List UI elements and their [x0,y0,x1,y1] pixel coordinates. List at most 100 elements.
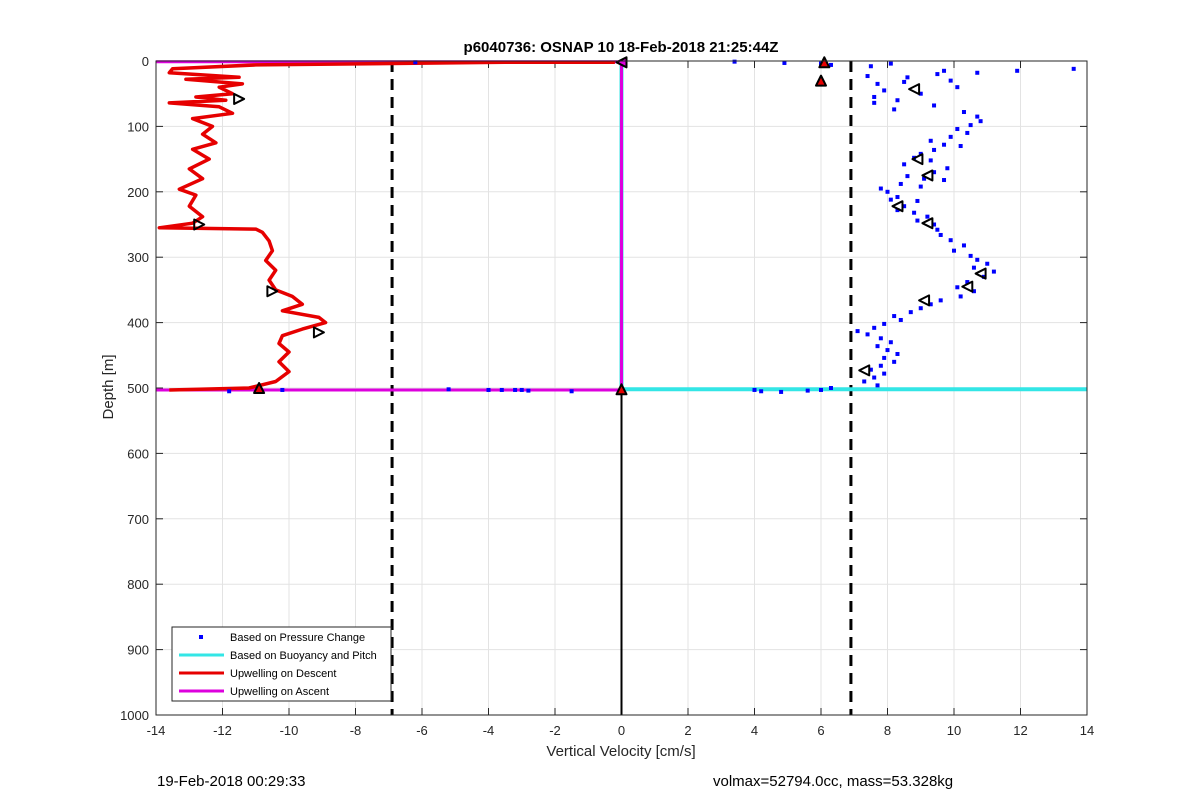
start-marker [815,74,827,87]
pressure-point [872,325,877,330]
pressure-point [955,85,960,90]
x-tick-label: -10 [280,723,299,738]
pressure-point [1015,68,1020,73]
pressure-point [446,387,451,392]
pressure-point [872,375,877,380]
y-tick-label: 500 [127,381,149,396]
pressure-point [892,314,897,319]
pressure-marker [908,83,921,96]
series-ascent-line [156,60,623,392]
x-tick-label: 0 [618,723,625,738]
pressure-point [779,389,784,394]
pressure-point [932,103,937,108]
pressure-point [932,170,937,175]
pressure-marker [911,153,924,166]
pressure-point [885,348,890,353]
pressure-point [513,387,518,392]
pressure-point [878,336,883,341]
pressure-point [569,389,574,394]
pressure-point [752,387,757,392]
descent-marker [266,285,279,298]
pressure-point [912,210,917,215]
pressure-point [938,298,943,303]
origin-marker [615,56,628,69]
x-tick-label: -4 [483,723,495,738]
y-tick-label: 100 [127,119,149,134]
pressure-point [948,78,953,83]
x-tick-label: 4 [751,723,758,738]
y-tick-label: 300 [127,250,149,265]
pressure-point [935,227,940,232]
pressure-marker [858,364,871,377]
pressure-point [732,59,737,64]
pressure-point [928,302,933,307]
x-tick-label: -2 [549,723,561,738]
pressure-point [908,310,913,315]
footer-volmax-mass: volmax=52794.0cc, mass=53.328kg [713,773,954,790]
pressure-point [819,387,823,392]
y-tick-label: 700 [127,512,149,527]
axis-ticks: -14 -12 -10 -8 -6 -4 -2 0 2 4 6 8 10 12 14 0 100 200 300 40… [120,54,1094,738]
pressure-point [227,389,232,394]
pressure-point [875,81,880,86]
pressure-point [935,72,940,77]
x-tick-label: 14 [1080,723,1094,738]
pressure-point [942,178,947,183]
pressure-point [922,176,927,181]
pressure-point [888,197,893,202]
pressure-point [878,363,883,368]
y-axis-label: Depth [m] [100,354,117,419]
pressure-point [915,218,920,223]
pressure-point [759,389,764,394]
y-tick-label: 400 [127,316,149,331]
descent-marker [233,92,246,105]
x-tick-label: 6 [817,723,824,738]
legend-label: Upwelling on Ascent [230,686,329,698]
pressure-point [888,61,893,66]
pressure-point [875,383,880,388]
pressure-point [868,367,873,372]
pressure-point [898,317,903,322]
pressure-point [945,166,950,171]
pressure-point [928,138,933,143]
pressure-point [898,181,903,186]
pressure-point [932,147,937,152]
pressure-marker [974,267,987,280]
pressure-point [865,332,870,337]
pressure-point [948,238,953,243]
pressure-point [905,75,910,80]
pressure-point [892,107,897,112]
x-tick-label: 8 [884,723,891,738]
x-tick-label: 2 [684,723,691,738]
pressure-point [918,91,923,96]
pressure-marker [961,280,974,293]
pressure-point [868,64,873,69]
start-marker [253,382,266,394]
pressure-marker [891,200,904,213]
pressure-point [902,79,907,84]
pressure-point [902,162,907,167]
pressure-point [519,387,524,392]
pressure-point [902,204,907,209]
pressure-point [872,94,877,99]
pressure-point [280,387,285,392]
pressure-point [978,119,983,124]
pressure-point [888,340,893,345]
x-tick-label: -14 [147,723,166,738]
legend-box [171,626,392,702]
pressure-point [971,265,976,270]
pressure-point [828,62,833,67]
x-tick-label: -12 [213,723,232,738]
pressure-point [413,60,418,65]
pressure-point [882,355,887,360]
pressure-point [958,144,963,149]
pressure-point [965,280,970,285]
pressure-point [961,243,966,248]
pressure-point [895,351,900,356]
pressure-point [925,214,930,219]
pressure-point [942,68,947,73]
pressure-point [782,60,787,65]
pressure-marker [921,217,934,230]
x-tick-label: 12 [1013,723,1027,738]
